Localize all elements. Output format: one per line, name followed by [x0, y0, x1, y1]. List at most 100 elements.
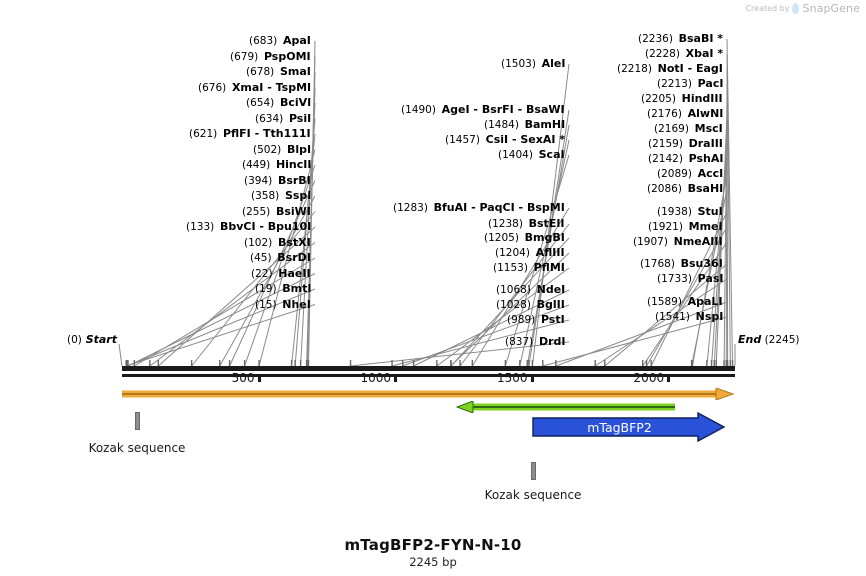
- enzyme-name: SexAI: [520, 133, 556, 146]
- enzyme-label[interactable]: (15) NheI: [255, 298, 311, 311]
- enzyme-name: BsaHI: [687, 182, 724, 195]
- enzyme-label[interactable]: (1205) BmgBI: [484, 232, 565, 245]
- enzyme-label[interactable]: (1907) NmeAIII: [633, 236, 723, 249]
- enzyme-label[interactable]: (1153) PflMI: [493, 261, 565, 275]
- enzyme-label[interactable]: (22) HaeII: [251, 267, 311, 280]
- enzyme-position: (1589): [647, 296, 682, 308]
- enzyme-label[interactable]: (1204) AflIII: [495, 247, 565, 260]
- start-position: (0): [67, 334, 82, 346]
- enzyme-label[interactable]: (133) BbvCI - Bpu10I: [186, 220, 312, 234]
- enzyme-position: (2169): [654, 123, 689, 135]
- enzyme-position: (1283): [393, 202, 428, 214]
- enzyme-name: PsiI: [288, 111, 312, 125]
- enzyme-position: (2205): [641, 93, 676, 105]
- enzyme-name: EagI: [695, 62, 723, 75]
- enzyme-label[interactable]: (1028) BglII: [496, 298, 565, 312]
- enzyme-label[interactable]: (2228) XbaI *: [645, 48, 723, 61]
- enzyme-label[interactable]: (2205) HindIII: [641, 92, 723, 106]
- enzyme-name-separator: -: [467, 201, 480, 214]
- enzyme-name: BglII: [536, 298, 565, 311]
- enzyme-label[interactable]: (2169) MscI: [654, 123, 723, 136]
- enzyme-label[interactable]: (678) SmaI: [246, 66, 311, 79]
- start-text: Start: [81, 333, 117, 346]
- feature-mtagbfp2-arrow[interactable]: mTagBFP2: [532, 411, 726, 443]
- enzyme-label[interactable]: (2236) BsaBI *: [638, 32, 723, 46]
- enzyme-label[interactable]: (679) PspOMI: [230, 50, 311, 63]
- enzyme-name: PflMI: [533, 261, 565, 274]
- enzyme-position: (1921): [648, 221, 683, 233]
- enzyme-label[interactable]: (1283) BfuAI - PaqCI - BspMI: [393, 201, 565, 215]
- enzyme-position: (15): [255, 298, 277, 311]
- enzyme-label[interactable]: (1768) Bsu36I: [640, 258, 723, 271]
- enzyme-name-separator: -: [469, 103, 482, 116]
- enzyme-position: (989): [507, 314, 536, 326]
- enzyme-label[interactable]: (2159) DraIII: [648, 138, 723, 151]
- ruler-tick-label: 1000: [360, 371, 392, 385]
- enzyme-name: Bpu10I: [267, 220, 312, 233]
- created-by-text: Created by: [745, 4, 790, 13]
- enzyme-label[interactable]: (989) PstI: [507, 314, 565, 327]
- enzyme-label[interactable]: (102) BstXI: [244, 236, 311, 249]
- enzyme-label[interactable]: (45) BsrDI: [250, 251, 311, 265]
- enzyme-label[interactable]: (1490) AgeI - BsrFI - BsaWI: [401, 103, 565, 117]
- enzyme-label[interactable]: (837) DrdI: [505, 336, 565, 349]
- enzyme-label[interactable]: (676) XmaI - TspMI: [198, 81, 311, 94]
- enzyme-label[interactable]: (394) BsrBI: [244, 174, 311, 187]
- enzyme-label[interactable]: (1733) PasI: [657, 272, 724, 286]
- enzyme-label[interactable]: (2176) AlwNI: [647, 108, 723, 121]
- enzyme-label[interactable]: (1484) BamHI: [484, 118, 566, 132]
- enzyme-name: BsrFI: [481, 103, 514, 116]
- kozak-marker-2[interactable]: [531, 462, 536, 480]
- enzyme-name: ScaI: [538, 148, 565, 161]
- enzyme-label[interactable]: (2086) BsaHI: [647, 182, 724, 196]
- enzyme-label[interactable]: (1068) NdeI: [496, 284, 565, 297]
- feature-orange-full-length-arrow[interactable]: [122, 385, 735, 401]
- enzyme-label[interactable]: (2142) PshAI: [648, 152, 724, 166]
- enzyme-label[interactable]: (449) HincII: [242, 159, 311, 172]
- enzyme-label[interactable]: (1541) NspI: [655, 310, 724, 324]
- enzyme-name-separator: -: [514, 201, 527, 214]
- enzyme-name: HindIII: [681, 92, 723, 105]
- enzyme-leader-line: [726, 53, 731, 367]
- enzyme-position: (502): [253, 143, 282, 156]
- enzyme-label[interactable]: (2089) AccI: [657, 168, 723, 181]
- enzyme-name: BsaBI: [678, 32, 714, 45]
- enzyme-label[interactable]: (1921) MmeI: [648, 221, 723, 234]
- enzyme-position: (1733): [657, 273, 692, 285]
- enzyme-label[interactable]: (1404) ScaI: [498, 148, 565, 162]
- enzyme-label[interactable]: (654) BciVI: [246, 97, 311, 110]
- enzyme-position: (1404): [498, 149, 533, 161]
- ruler-tick-mark: [257, 374, 261, 382]
- enzyme-name: BsrDI: [277, 251, 311, 264]
- enzyme-label[interactable]: (683) ApaI: [249, 35, 311, 48]
- enzyme-position: (683): [249, 35, 278, 47]
- enzyme-label[interactable]: (1457) CsiI - SexAI *: [445, 133, 565, 147]
- enzyme-label[interactable]: (1238) BstEII: [488, 218, 565, 231]
- kozak-label-1: Kozak sequence: [88, 441, 186, 455]
- enzyme-position: (1457): [445, 134, 480, 146]
- enzyme-name: BamHI: [524, 118, 566, 131]
- enzyme-name-separator: -: [508, 133, 521, 146]
- enzyme-leader-line: [691, 173, 728, 367]
- enzyme-label[interactable]: (1589) ApaLI: [647, 296, 723, 309]
- enzyme-leader-line: [125, 304, 316, 367]
- enzyme-label[interactable]: (1938) StuI: [657, 206, 723, 219]
- enzyme-label[interactable]: (502) BlpI: [253, 143, 311, 156]
- enzyme-name: PasI: [697, 272, 724, 285]
- enzyme-label[interactable]: (621) PflFI - Tth111I: [189, 128, 311, 141]
- enzyme-label[interactable]: (2213) PacI: [657, 78, 723, 91]
- ruler-tick-mark: [667, 374, 671, 382]
- enzyme-label[interactable]: (2218) NotI - EagI: [617, 62, 723, 76]
- enzyme-position: (133): [186, 221, 215, 233]
- enzyme-label[interactable]: (1503) AleI: [501, 58, 565, 71]
- enzyme-label[interactable]: (255) BsiWI: [242, 205, 311, 218]
- enzyme-name: BspMI: [526, 201, 565, 214]
- kozak-marker-1[interactable]: [135, 412, 140, 430]
- enzyme-label[interactable]: (19) BmtI: [255, 283, 311, 296]
- enzyme-label[interactable]: (358) SspI: [251, 190, 311, 203]
- enzyme-name: NspI: [695, 310, 724, 323]
- enzyme-label[interactable]: (634) PsiI: [255, 111, 312, 125]
- enzyme-name: PshAI: [688, 152, 724, 165]
- feature-green-arrow[interactable]: [455, 398, 675, 414]
